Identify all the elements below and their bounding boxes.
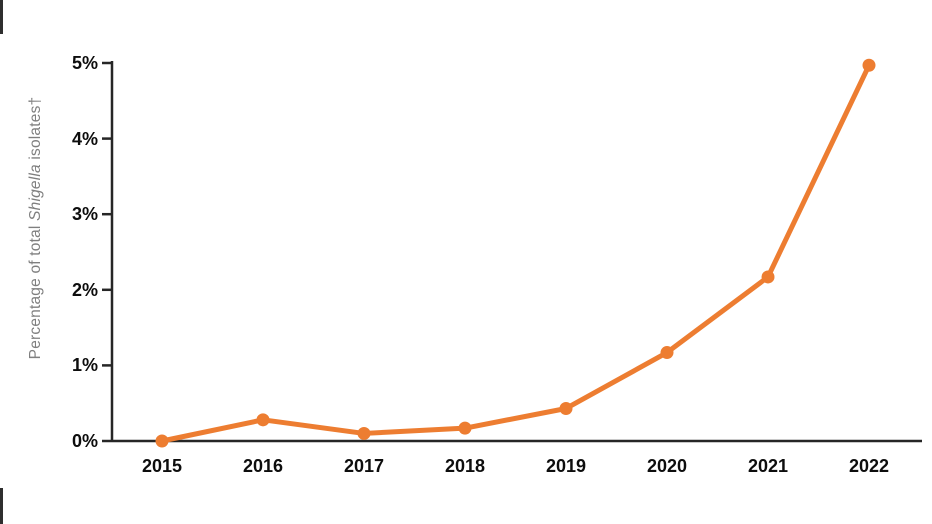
- data-point: [256, 413, 270, 427]
- data-point: [559, 401, 573, 415]
- x-tick-label: 2018: [444, 456, 486, 476]
- x-tick-label: 2021: [747, 456, 789, 476]
- y-tick-label: 1%: [71, 355, 98, 376]
- data-point: [660, 346, 674, 360]
- data-point: [458, 421, 472, 435]
- x-tick-label: 2015: [141, 456, 183, 476]
- y-tick-label: 5%: [71, 53, 98, 73]
- chart-axes: [102, 61, 922, 443]
- data-point: [761, 270, 775, 284]
- frame-edge-bottom: [0, 488, 3, 524]
- x-tick-label: 2017: [343, 456, 385, 476]
- frame-edge-top: [0, 0, 3, 34]
- y-axis-title-italic: Shigella: [27, 164, 44, 221]
- y-tick-label: 3%: [71, 204, 98, 225]
- data-point: [357, 426, 371, 440]
- y-tick-label: 0%: [71, 431, 98, 451]
- x-tick-label: 2022: [848, 456, 890, 476]
- data-line: [159, 62, 872, 444]
- x-tick-label: 2020: [646, 456, 688, 476]
- y-axis-title: Percentage of total Shigella isolates†: [27, 97, 45, 360]
- data-point: [862, 58, 876, 72]
- x-tick-label: 2019: [545, 456, 587, 476]
- data-point: [155, 434, 169, 448]
- series-line: [159, 62, 872, 444]
- y-axis-title-text: Percentage of total: [27, 220, 44, 360]
- y-tick-label: 2%: [71, 279, 98, 300]
- y-axis-title-suffix: isolates†: [27, 96, 44, 165]
- series-markers: [155, 58, 876, 448]
- y-tick-label: 4%: [71, 128, 98, 149]
- x-tick-label: 2016: [242, 456, 284, 476]
